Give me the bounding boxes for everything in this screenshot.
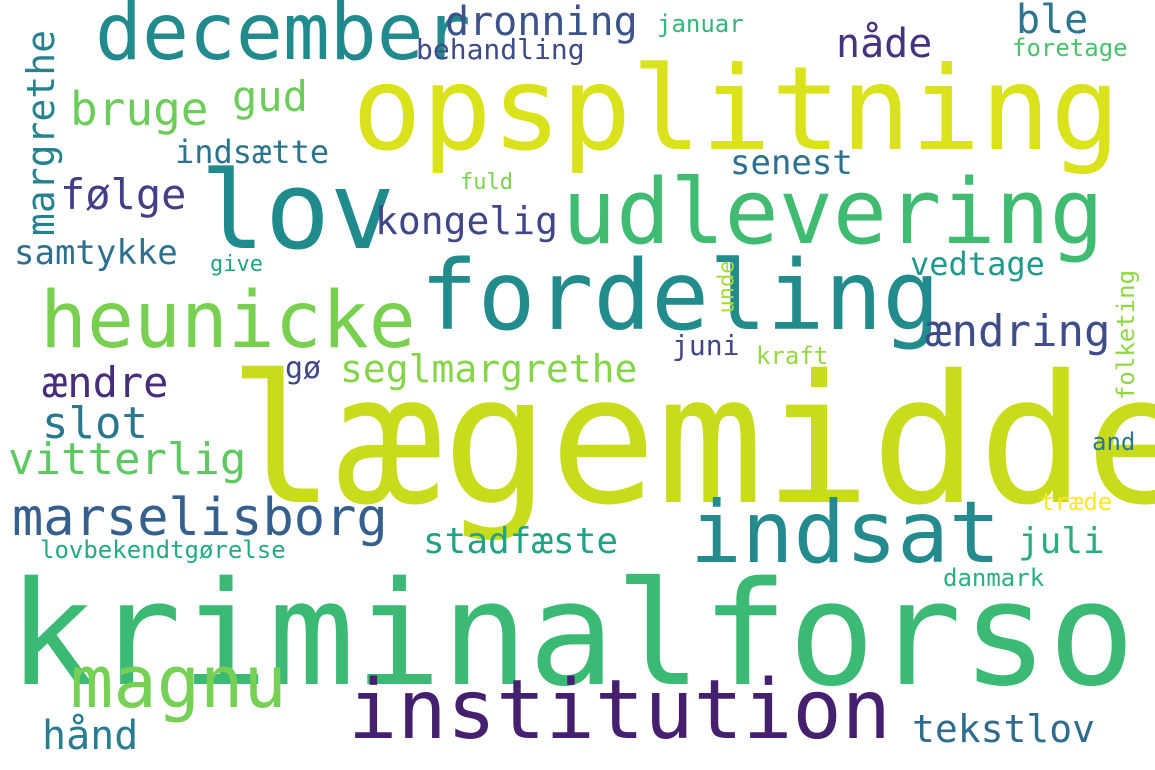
word-give: give (210, 252, 263, 277)
word-december: december (95, 0, 471, 78)
word-behandling: behandling (416, 33, 585, 66)
word-bruge: bruge (70, 82, 209, 136)
word-samtykke: samtykke (14, 233, 178, 273)
word-traede: træde (1040, 488, 1113, 516)
word-institution: institution (348, 663, 892, 758)
word-and: and (1092, 428, 1136, 456)
word-vitterlig: vitterlig (8, 434, 247, 485)
word-folge: følge (60, 170, 187, 219)
word-danmark: danmark (943, 564, 1045, 592)
word-dronning: dronning (445, 0, 638, 45)
word-laegemiddel: lægemiddel (228, 337, 1155, 544)
word-hand: hånd (42, 713, 139, 759)
word-kraft: kraft (756, 342, 829, 370)
word-indsaette: indsætte (175, 133, 330, 171)
word-nade: nåde (836, 21, 933, 67)
word-udlevering: udlevering (562, 160, 1104, 265)
word-ble: ble (1016, 0, 1089, 43)
word-fordeling: fordeling (420, 240, 941, 352)
word-aendre: ændre (42, 358, 169, 407)
word-juni: juni (672, 329, 740, 362)
word-marselisborg: marselisborg (12, 488, 388, 548)
word-lovbekendtgorelse: lovbekendtgørelse (40, 536, 286, 564)
word-folketing: folketing (1112, 269, 1141, 401)
word-fuld: fuld (460, 170, 513, 195)
word-go: gø (285, 351, 322, 386)
word-kriminalforsorg: kriminalforsorg (8, 550, 1155, 718)
word-januar: januar (657, 10, 744, 38)
word-senest: senest (730, 143, 853, 183)
word-seglmargrethe: seglmargrethe (340, 347, 638, 391)
word-stadfaeste: stadfæste (423, 521, 619, 562)
word-kongelig: kongelig (375, 199, 559, 243)
word-tekstlov: tekstlov (912, 707, 1096, 751)
word-magnu: magnu (70, 640, 287, 724)
word-vedtage: vedtage (910, 245, 1045, 283)
word-lov: lov (200, 149, 396, 274)
word-gud: gud (232, 72, 308, 121)
word-indsat: indsat (690, 483, 1001, 583)
word-heunicke: heunicke (40, 276, 416, 366)
word-opsplitning: opsplitning (352, 42, 1121, 177)
word-juli: juli (1018, 521, 1105, 562)
word-aendring: ændring (925, 306, 1111, 357)
word-unde: unde (714, 260, 740, 314)
word-slot: slot (42, 398, 148, 449)
word-margrethe: margrethe (18, 30, 63, 236)
word-foretage: foretage (1012, 34, 1128, 62)
